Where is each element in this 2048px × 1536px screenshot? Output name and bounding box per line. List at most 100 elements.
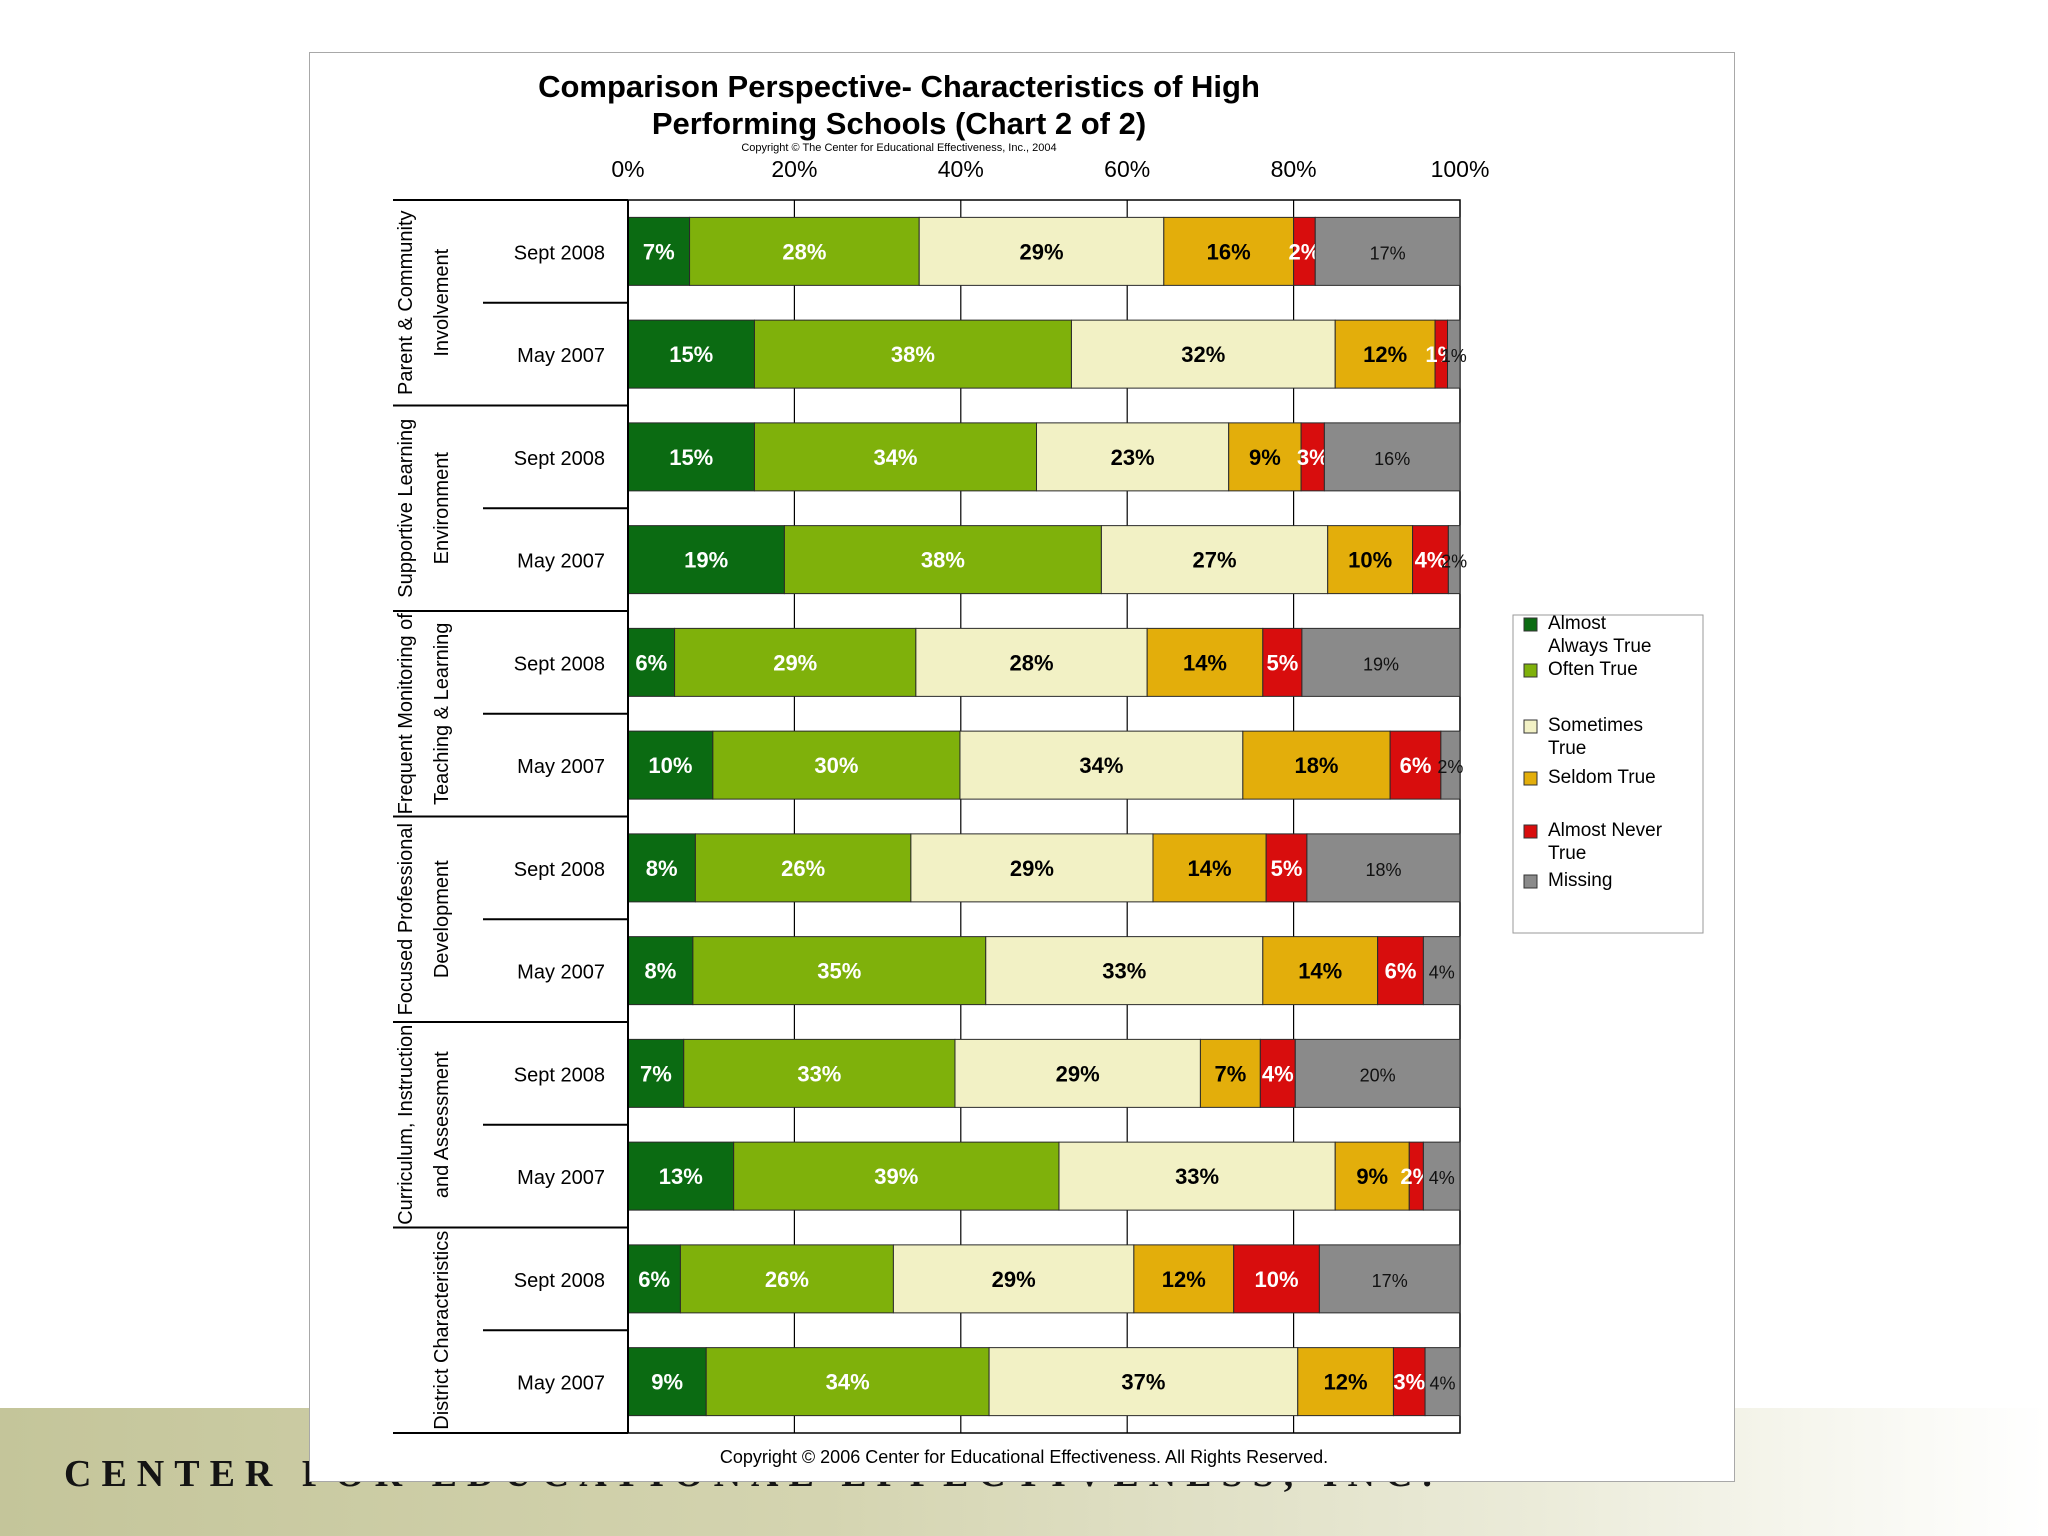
bar-segment-seldom (1163, 216, 1295, 286)
data-label: 27% (1193, 548, 1237, 573)
data-label: 16% (1374, 449, 1410, 469)
bar-segment-often (674, 627, 917, 697)
legend-label: Often True (1548, 659, 1638, 680)
row-label: May 2007 (517, 962, 605, 984)
bar-segment-missing (1294, 1038, 1461, 1108)
data-label: 8% (646, 856, 678, 881)
data-label: 16% (1207, 239, 1251, 264)
data-label: 7% (640, 1061, 672, 1086)
data-label: 30% (814, 753, 858, 778)
group-label: and Assessment (431, 1051, 453, 1198)
group-label: Environment (431, 452, 453, 565)
data-label: 12% (1324, 1370, 1368, 1395)
data-label: 4% (1429, 963, 1455, 983)
legend-box (1512, 614, 1704, 934)
data-label: 10% (1255, 1267, 1299, 1292)
data-label: 14% (1188, 856, 1232, 881)
data-label: 12% (1162, 1267, 1206, 1292)
data-label: 6% (1400, 753, 1432, 778)
bar-segment-often (753, 422, 1038, 492)
x-tick-label: 20% (771, 156, 817, 182)
bar-segment-sometimes (1100, 525, 1329, 595)
bar-segment-often (694, 833, 912, 903)
bar-segment-almost_always (627, 1038, 685, 1108)
bar-segment-almost_always (627, 1244, 681, 1314)
data-label: 5% (1266, 650, 1298, 675)
legend-label: Almost (1548, 613, 1607, 634)
legend-label: Missing (1548, 870, 1612, 891)
data-label: 34% (826, 1370, 870, 1395)
legend-swatch-often (1523, 663, 1538, 678)
data-label: 9% (1249, 445, 1281, 470)
data-label: 5% (1271, 856, 1303, 881)
row-label: May 2007 (517, 756, 605, 778)
data-label: 6% (638, 1267, 670, 1292)
data-label: 9% (1356, 1164, 1388, 1189)
bar-segment-almost_always (627, 936, 694, 1006)
legend-label: Always True (1548, 636, 1651, 657)
data-label: 29% (1019, 239, 1063, 264)
data-label: 28% (1009, 650, 1053, 675)
bar-segment-seldom (1262, 936, 1379, 1006)
bar-segment-almost_never (1259, 1038, 1296, 1108)
row-label: Sept 2008 (514, 1270, 605, 1292)
data-label: 4% (1262, 1061, 1294, 1086)
bar-segment-missing (1447, 525, 1461, 595)
data-label: 18% (1365, 860, 1401, 880)
row-label: May 2007 (517, 551, 605, 573)
bar-segment-almost_never (1377, 936, 1424, 1006)
bar-segment-sometimes (1058, 1141, 1336, 1211)
legend-label: True (1548, 738, 1586, 759)
data-label: 15% (669, 342, 713, 367)
row-label: Sept 2008 (514, 1064, 605, 1086)
bar-segment-sometimes (1036, 422, 1230, 492)
chart-copyright: Copyright © 2006 Center for Educational … (720, 1447, 1328, 1467)
legend-label: Seldom True (1548, 767, 1656, 788)
group-label: Teaching & Learning (431, 623, 453, 805)
data-label: 6% (635, 650, 667, 675)
data-label: 32% (1181, 342, 1225, 367)
x-tick-label: 80% (1271, 156, 1317, 182)
bar-segment-sometimes (910, 833, 1154, 903)
data-label: 39% (874, 1164, 918, 1189)
bar-segment-seldom (1327, 525, 1414, 595)
bar-segment-often (783, 525, 1102, 595)
bar-segment-seldom (1133, 1244, 1235, 1314)
data-label: 2% (1441, 552, 1467, 572)
data-label: 10% (648, 753, 692, 778)
data-label: 29% (1056, 1061, 1100, 1086)
bar-segment-often (705, 1347, 990, 1417)
bar-segment-missing (1301, 627, 1461, 697)
data-label: 33% (1102, 959, 1146, 984)
data-label: 7% (1214, 1061, 1246, 1086)
data-label: 2% (1437, 757, 1463, 777)
chart-title-line-1: Comparison Perspective- Characteristics … (538, 69, 1260, 104)
row-label: May 2007 (517, 1167, 605, 1189)
bar-segment-almost_always (627, 319, 755, 389)
data-label: 38% (891, 342, 935, 367)
data-label: 29% (992, 1267, 1036, 1292)
bar-segment-almost_always (627, 1347, 707, 1417)
legend-swatch-seldom (1523, 771, 1538, 786)
bar-segment-missing (1323, 422, 1461, 492)
bar-segment-seldom (1242, 730, 1391, 800)
data-label: 19% (1363, 654, 1399, 674)
chart-title-line-2: Performing Schools (Chart 2 of 2) (652, 106, 1146, 141)
bar-segment-seldom (1334, 319, 1436, 389)
data-label: 19% (684, 548, 728, 573)
data-label: 26% (765, 1267, 809, 1292)
data-label: 14% (1298, 959, 1342, 984)
bar-segment-often (679, 1244, 894, 1314)
group-label: Involvement (431, 248, 453, 356)
group-label: Curriculum, Instruction (395, 1025, 417, 1225)
legend-swatch-sometimes (1523, 719, 1538, 734)
x-tick-label: 60% (1104, 156, 1150, 182)
bar-segment-often (689, 216, 920, 286)
bar-segment-sometimes (988, 1347, 1299, 1417)
data-label: 26% (781, 856, 825, 881)
bar-segment-seldom (1199, 1038, 1261, 1108)
bar-segment-seldom (1334, 1141, 1410, 1211)
chart-subtitle: Copyright © The Center for Educational E… (741, 142, 1056, 154)
data-label: 14% (1183, 650, 1227, 675)
data-label: 34% (1079, 753, 1123, 778)
